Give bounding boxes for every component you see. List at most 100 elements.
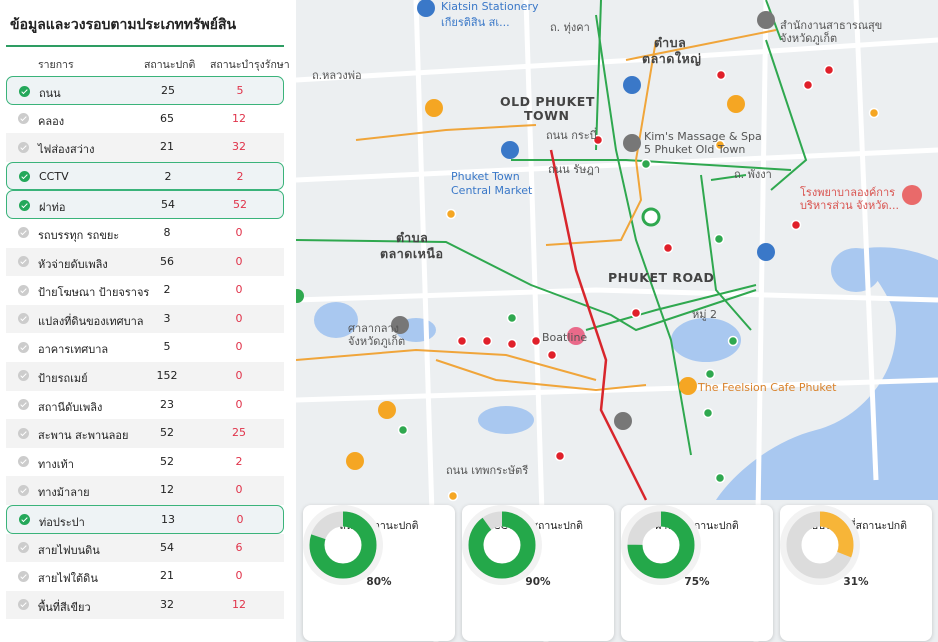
map-label-talad-nuea: ตำบล [396, 230, 429, 245]
asset-row[interactable]: CCTV 2 2 [6, 161, 284, 191]
asset-name: สายไฟบนดิน [38, 543, 100, 557]
asset-name: คลอง [38, 114, 65, 128]
market-icon[interactable] [501, 141, 519, 159]
restaurant-icon[interactable] [346, 452, 364, 470]
asset-row[interactable]: พื้นที่สีเขียว 32 12 [6, 590, 284, 620]
point-red[interactable] [802, 79, 814, 91]
stationery-icon[interactable] [417, 0, 435, 17]
maintenance-count: 12 [232, 111, 246, 125]
check-icon[interactable] [18, 227, 29, 239]
hotel-icon[interactable] [567, 327, 585, 345]
asset-row[interactable]: ท่อประปา 13 0 [6, 504, 284, 534]
asset-row[interactable]: ถนน 25 5 [6, 76, 284, 105]
asset-name: สายไฟใต้ดิน [38, 572, 98, 586]
road-line-red [549, 149, 648, 501]
check-icon[interactable] [18, 256, 29, 268]
point-green[interactable] [704, 368, 716, 380]
check-icon[interactable] [19, 85, 30, 97]
asset-row[interactable]: สายไฟบนดิน 54 6 [6, 533, 284, 563]
point-green[interactable] [702, 407, 714, 419]
point-red[interactable] [506, 338, 518, 350]
check-icon[interactable] [19, 199, 30, 211]
park-icon[interactable] [296, 289, 304, 303]
point-orange[interactable] [447, 490, 459, 502]
cafe-icon[interactable] [679, 377, 697, 395]
check-icon[interactable] [18, 284, 29, 296]
point-red[interactable] [481, 335, 493, 347]
point-green[interactable] [713, 233, 725, 245]
maintenance-count: 52 [233, 198, 247, 212]
point-red[interactable] [456, 335, 468, 347]
point-green[interactable] [714, 472, 726, 484]
asset-row[interactable]: ทางม้าลาย 12 0 [6, 476, 284, 505]
asset-row[interactable]: สายไฟใต้ดิน 21 0 [6, 562, 284, 591]
asset-row[interactable]: ป้ายโฆษณา ป้ายจราจร 2 0 [6, 276, 284, 305]
point-red[interactable] [662, 242, 674, 254]
asset-row[interactable]: รถบรรทุก รถขยะ 8 0 [6, 219, 284, 248]
restaurant-icon[interactable] [378, 401, 396, 419]
point-red[interactable] [790, 219, 802, 231]
map-label-moo2: หมู่ 2 [692, 308, 717, 321]
stat-card-manhole: ฝาท่อที่สถานะปกติ 75% [621, 505, 773, 641]
police-icon[interactable] [614, 412, 632, 430]
donut-chart [621, 505, 701, 585]
point-orange[interactable] [868, 107, 880, 119]
gov-office-icon[interactable] [757, 11, 775, 29]
point-green[interactable] [640, 158, 652, 170]
government-icon[interactable] [391, 316, 409, 334]
check-icon[interactable] [18, 399, 29, 411]
hospital-icon[interactable] [902, 185, 922, 205]
asset-row[interactable]: หัวจ่ายดับเพลิง 56 0 [6, 247, 284, 277]
normal-count: 2 [163, 283, 171, 297]
point-red[interactable] [546, 349, 558, 361]
normal-count: 21 [160, 569, 174, 583]
asset-row[interactable]: สถานีดับเพลิง 23 0 [6, 391, 284, 420]
maintenance-count: 0 [235, 368, 243, 382]
asset-row[interactable]: ทางเท้า 52 2 [6, 448, 284, 477]
check-icon[interactable] [18, 341, 29, 353]
asset-row[interactable]: ฝาท่อ 54 52 [6, 190, 284, 219]
selected-point[interactable] [641, 207, 661, 227]
asset-row[interactable]: คลอง 65 12 [6, 105, 284, 134]
normal-count: 8 [163, 225, 171, 239]
point-red[interactable] [630, 307, 642, 319]
donut-chart [780, 505, 860, 585]
check-icon[interactable] [18, 570, 29, 582]
maintenance-count: 0 [235, 225, 243, 239]
check-icon[interactable] [19, 514, 30, 526]
check-icon[interactable] [18, 542, 29, 553]
point-green[interactable] [506, 312, 518, 324]
check-icon[interactable] [18, 313, 29, 325]
point-red[interactable] [530, 335, 542, 347]
point-green[interactable] [397, 424, 409, 436]
point-orange[interactable] [445, 208, 457, 220]
asset-row[interactable]: แปลงที่ดินของเทศบาล 3 0 [6, 304, 284, 334]
asset-row[interactable]: ไฟส่องสว่าง 21 32 [6, 133, 284, 162]
store-icon[interactable] [623, 76, 641, 94]
map-label-market-2: Central Market [451, 184, 533, 197]
map-view[interactable]: Kiatsin Stationery เกียรติสิน สเ... สำนั… [296, 0, 938, 642]
asset-name: ฝาท่อ [39, 201, 66, 215]
check-icon[interactable] [18, 456, 29, 468]
check-icon[interactable] [18, 484, 29, 496]
shop-icon[interactable] [727, 95, 745, 113]
check-icon[interactable] [19, 171, 30, 183]
asset-row[interactable]: สะพาน สะพานลอย 52 25 [6, 419, 284, 448]
check-icon[interactable] [18, 113, 29, 125]
check-icon[interactable] [18, 599, 29, 611]
point-red[interactable] [592, 134, 604, 146]
check-icon[interactable] [18, 427, 29, 439]
asset-row[interactable]: อาคารเทศบาล 5 0 [6, 333, 284, 362]
point-red[interactable] [823, 64, 835, 76]
spa-icon[interactable] [623, 134, 641, 152]
point-green[interactable] [727, 335, 739, 347]
point-orange[interactable] [714, 139, 726, 151]
restaurant-icon[interactable] [425, 99, 443, 117]
check-icon[interactable] [18, 141, 29, 153]
bank-icon[interactable] [757, 243, 775, 261]
asset-row[interactable]: ป้ายรถเมย์ 152 0 [6, 361, 284, 391]
check-icon[interactable] [18, 370, 29, 382]
point-red[interactable] [715, 69, 727, 81]
normal-count: 56 [160, 254, 174, 268]
point-red[interactable] [554, 450, 566, 462]
